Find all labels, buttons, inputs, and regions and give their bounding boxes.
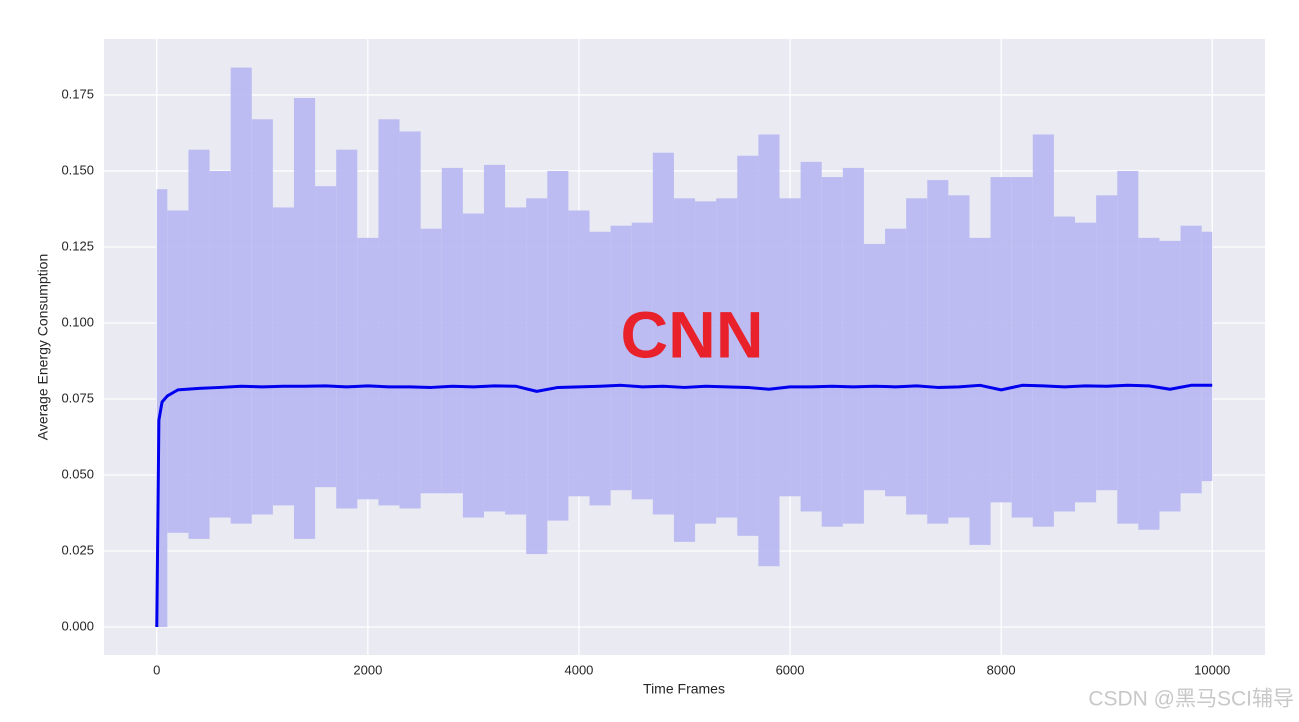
x-tick-label: 2000 (353, 662, 382, 677)
range-bar (758, 134, 780, 567)
range-bar (230, 67, 252, 524)
range-bar (483, 164, 506, 512)
range-bar (357, 237, 379, 500)
range-bar (821, 177, 843, 527)
range-bar (209, 170, 231, 518)
y-tick-label: 0.150 (61, 162, 94, 177)
range-bar (716, 198, 738, 518)
y-axis-label: Average Energy Consumption (35, 254, 51, 441)
y-tick-label: 0.125 (61, 238, 94, 253)
y-tick-label: 0.025 (61, 542, 94, 557)
range-bar (399, 131, 421, 509)
range-bar (526, 198, 548, 555)
x-tick-label: 10000 (1194, 662, 1230, 677)
range-bar (1096, 195, 1118, 491)
range-bar (293, 97, 316, 539)
range-bar (737, 155, 759, 536)
range-bar (315, 186, 337, 488)
range-bar (842, 167, 864, 524)
x-tick-label: 0 (153, 662, 160, 677)
x-tick-label: 4000 (564, 662, 593, 677)
y-tick-label: 0.000 (61, 618, 94, 633)
range-bar (336, 149, 358, 509)
range-bar (1117, 170, 1139, 524)
y-tick-label: 0.175 (61, 86, 94, 101)
range-bar (969, 237, 991, 545)
range-bar (1138, 237, 1160, 530)
y-tick-label: 0.050 (61, 466, 94, 481)
range-bar (652, 152, 674, 515)
range-bar (568, 210, 590, 497)
range-bar (589, 231, 611, 506)
range-bar (188, 149, 210, 539)
mean-line (155, 383, 1213, 628)
range-bar (420, 228, 442, 494)
range-bar (378, 119, 400, 506)
range-bar (505, 207, 527, 515)
range-bar (462, 213, 484, 518)
range-bar (1159, 240, 1181, 512)
range-bar (927, 180, 949, 524)
range-bar (1053, 216, 1076, 512)
y-tick-label: 0.075 (61, 390, 94, 405)
range-bar (547, 170, 569, 521)
x-tick-label: 8000 (987, 662, 1016, 677)
watermark: CSDN @黑马SCI辅导 (1088, 688, 1294, 711)
range-bar (1011, 177, 1033, 518)
range-bar (695, 201, 717, 524)
range-bar (990, 177, 1012, 503)
range-bar (863, 243, 886, 491)
range-bar (885, 228, 907, 497)
range-bar (1201, 231, 1213, 482)
range-bar (631, 222, 653, 500)
range-bar (673, 198, 696, 542)
range-bar (1180, 225, 1202, 494)
range-bar (948, 195, 970, 518)
y-tick-label: 0.100 (61, 314, 94, 329)
x-tick-label: 6000 (776, 662, 805, 677)
range-bar (906, 198, 928, 515)
range-bar (251, 119, 273, 515)
range-bar (441, 167, 463, 494)
range-bar (1032, 134, 1054, 527)
range-bar (610, 225, 632, 491)
x-axis-label: Time Frames (643, 681, 725, 697)
range-bar (272, 207, 294, 506)
range-bar (800, 161, 822, 512)
annotation: CNN (621, 297, 764, 371)
range-bar (1075, 222, 1097, 503)
range-bar (167, 210, 189, 533)
range-bar (779, 198, 801, 497)
